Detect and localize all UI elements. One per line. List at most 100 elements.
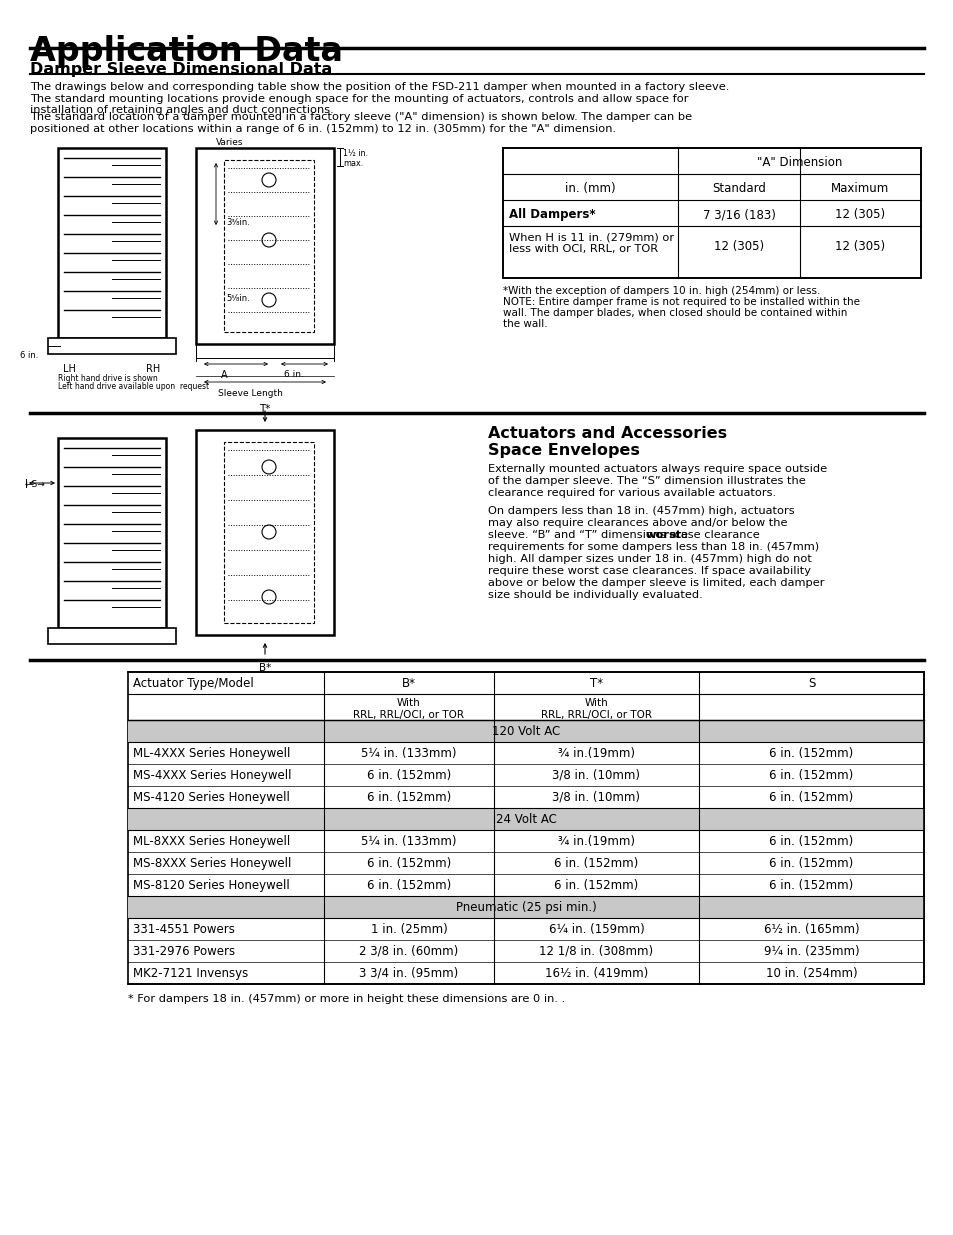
Text: "A" Dimension: "A" Dimension	[756, 156, 841, 169]
Text: case clearance: case clearance	[671, 530, 760, 540]
Text: 6 in. (152mm): 6 in. (152mm)	[367, 879, 451, 892]
Text: Application Data: Application Data	[30, 35, 343, 68]
Text: 1½ in.
max.: 1½ in. max.	[343, 149, 368, 168]
Bar	[502, 148, 920, 278]
Text: B*: B*	[258, 663, 271, 673]
Text: of the damper sleeve. The “S” dimension illustrates the: of the damper sleeve. The “S” dimension …	[488, 475, 805, 487]
Text: ←S→: ←S→	[25, 480, 46, 489]
Text: Actuators and Accessories: Actuators and Accessories	[488, 426, 726, 441]
Text: MS-4120 Series Honeywell: MS-4120 Series Honeywell	[132, 790, 290, 804]
Text: * For dampers 18 in. (457mm) or more in height these dimensions are 0 in. .: * For dampers 18 in. (457mm) or more in …	[128, 994, 565, 1004]
Text: requirements for some dampers less than 18 in. (457mm): requirements for some dampers less than …	[488, 542, 819, 552]
Bar	[48, 629, 175, 643]
Text: 6 in. (152mm): 6 in. (152mm)	[768, 790, 853, 804]
Text: T*: T*	[258, 404, 270, 414]
Bar	[195, 430, 334, 635]
Text: 6 in. (152mm): 6 in. (152mm)	[768, 879, 853, 892]
Text: On dampers less than 18 in. (457mm) high, actuators: On dampers less than 18 in. (457mm) high…	[488, 506, 794, 516]
Text: may also require clearances above and/or below the: may also require clearances above and/or…	[488, 517, 786, 529]
Text: clearance required for various available actuators.: clearance required for various available…	[488, 488, 776, 498]
Text: high. All damper sizes under 18 in. (457mm) high do not: high. All damper sizes under 18 in. (457…	[488, 555, 811, 564]
Text: wall. The damper blades, when closed should be contained within: wall. The damper blades, when closed sho…	[502, 308, 846, 317]
Text: 331-4551 Powers: 331-4551 Powers	[132, 923, 234, 936]
Text: 6 in. (152mm): 6 in. (152mm)	[554, 879, 638, 892]
Bar	[224, 442, 314, 622]
Text: 6 in. (152mm): 6 in. (152mm)	[554, 857, 638, 869]
Text: 331-2976 Powers: 331-2976 Powers	[132, 945, 234, 958]
Text: 6 in. (152mm): 6 in. (152mm)	[768, 747, 853, 760]
Bar	[58, 438, 166, 629]
Text: require these worst case clearances. If space availability: require these worst case clearances. If …	[488, 566, 810, 576]
Text: 120 Volt AC: 120 Volt AC	[492, 725, 559, 739]
Text: MS-4XXX Series Honeywell: MS-4XXX Series Honeywell	[132, 769, 292, 782]
Text: When H is 11 in. (279mm) or
less with OCI, RRL, or TOR: When H is 11 in. (279mm) or less with OC…	[509, 232, 674, 253]
Text: 6¼ in. (159mm): 6¼ in. (159mm)	[548, 923, 643, 936]
Text: 12 (305): 12 (305)	[835, 207, 884, 221]
Text: Right hand drive is shown: Right hand drive is shown	[58, 374, 157, 383]
Text: 2 3/8 in. (60mm): 2 3/8 in. (60mm)	[359, 945, 458, 958]
Text: ¾ in.(19mm): ¾ in.(19mm)	[558, 835, 635, 848]
Text: 12 1/8 in. (308mm): 12 1/8 in. (308mm)	[538, 945, 653, 958]
Text: 6½ in. (165mm): 6½ in. (165mm)	[763, 923, 859, 936]
Text: 7 3/16 (183): 7 3/16 (183)	[701, 207, 775, 221]
Text: 6 in. (152mm): 6 in. (152mm)	[768, 769, 853, 782]
Text: ¾ in.(19mm): ¾ in.(19mm)	[558, 747, 635, 760]
Text: T*: T*	[589, 677, 602, 690]
Text: 5¼ in. (133mm): 5¼ in. (133mm)	[361, 747, 456, 760]
Text: 6 in. (152mm): 6 in. (152mm)	[367, 790, 451, 804]
Text: MK2-7121 Invensys: MK2-7121 Invensys	[132, 967, 248, 981]
Text: *With the exception of dampers 10 in. high (254mm) or less.: *With the exception of dampers 10 in. hi…	[502, 287, 820, 296]
Text: Actuator Type/Model: Actuator Type/Model	[132, 677, 253, 690]
Text: 3/8 in. (10mm): 3/8 in. (10mm)	[552, 790, 639, 804]
Text: B*: B*	[401, 677, 416, 690]
Text: A: A	[221, 370, 228, 380]
Text: worst: worst	[645, 530, 680, 540]
Text: MS-8XXX Series Honeywell: MS-8XXX Series Honeywell	[132, 857, 291, 869]
Text: Standard: Standard	[711, 182, 765, 195]
Bar	[224, 161, 314, 332]
Text: in. (mm): in. (mm)	[564, 182, 616, 195]
Text: NOTE: Entire damper frame is not required to be installed within the: NOTE: Entire damper frame is not require…	[502, 296, 859, 308]
Text: Sleeve Length: Sleeve Length	[218, 389, 283, 398]
Bar	[128, 808, 923, 830]
Text: ML-4XXX Series Honeywell: ML-4XXX Series Honeywell	[132, 747, 290, 760]
Text: 10 in. (254mm): 10 in. (254mm)	[765, 967, 857, 981]
Text: 9¼ in. (235mm): 9¼ in. (235mm)	[763, 945, 859, 958]
Text: With
RRL, RRL/OCI, or TOR: With RRL, RRL/OCI, or TOR	[540, 698, 651, 720]
Text: the wall.: the wall.	[502, 319, 547, 329]
Text: 1 in. (25mm): 1 in. (25mm)	[370, 923, 447, 936]
Bar	[48, 338, 175, 354]
Text: All Dampers*: All Dampers*	[509, 207, 595, 221]
Text: Left hand drive available upon  request: Left hand drive available upon request	[58, 382, 209, 391]
Text: 3/8 in. (10mm): 3/8 in. (10mm)	[552, 769, 639, 782]
Text: 24 Volt AC: 24 Volt AC	[495, 813, 556, 826]
Text: LH: LH	[63, 364, 76, 374]
Bar	[58, 148, 166, 338]
Text: 16½ in. (419mm): 16½ in. (419mm)	[544, 967, 647, 981]
Text: 6 in.: 6 in.	[20, 351, 38, 359]
Text: 5¼ in. (133mm): 5¼ in. (133mm)	[361, 835, 456, 848]
Text: 6 in. (152mm): 6 in. (152mm)	[768, 857, 853, 869]
Text: The standard location of a damper mounted in a factory sleeve ("A" dimension) is: The standard location of a damper mounte…	[30, 112, 691, 133]
Text: 6 in.: 6 in.	[284, 370, 304, 379]
Text: above or below the damper sleeve is limited, each damper: above or below the damper sleeve is limi…	[488, 578, 823, 588]
Text: Maximum: Maximum	[830, 182, 889, 195]
Text: ML-8XXX Series Honeywell: ML-8XXX Series Honeywell	[132, 835, 290, 848]
Text: 5⁵⁄₈in.: 5⁵⁄₈in.	[226, 294, 250, 303]
Text: Damper Sleeve Dimensional Data: Damper Sleeve Dimensional Data	[30, 62, 332, 77]
Text: With
RRL, RRL/OCI, or TOR: With RRL, RRL/OCI, or TOR	[354, 698, 464, 720]
Text: 12 (305): 12 (305)	[835, 240, 884, 253]
Bar	[128, 720, 923, 742]
Bar	[195, 148, 334, 345]
Bar	[128, 897, 923, 918]
Text: Pneumatic (25 psi min.): Pneumatic (25 psi min.)	[456, 902, 596, 914]
Text: RH: RH	[146, 364, 160, 374]
Text: 6 in. (152mm): 6 in. (152mm)	[768, 835, 853, 848]
Text: 3 3/4 in. (95mm): 3 3/4 in. (95mm)	[359, 967, 458, 981]
Text: Varies: Varies	[215, 138, 243, 147]
Text: 6 in. (152mm): 6 in. (152mm)	[367, 769, 451, 782]
Text: 3³⁄₈in.: 3³⁄₈in.	[226, 219, 250, 227]
Text: MS-8120 Series Honeywell: MS-8120 Series Honeywell	[132, 879, 290, 892]
Text: 6 in. (152mm): 6 in. (152mm)	[367, 857, 451, 869]
Text: 12 (305): 12 (305)	[713, 240, 763, 253]
